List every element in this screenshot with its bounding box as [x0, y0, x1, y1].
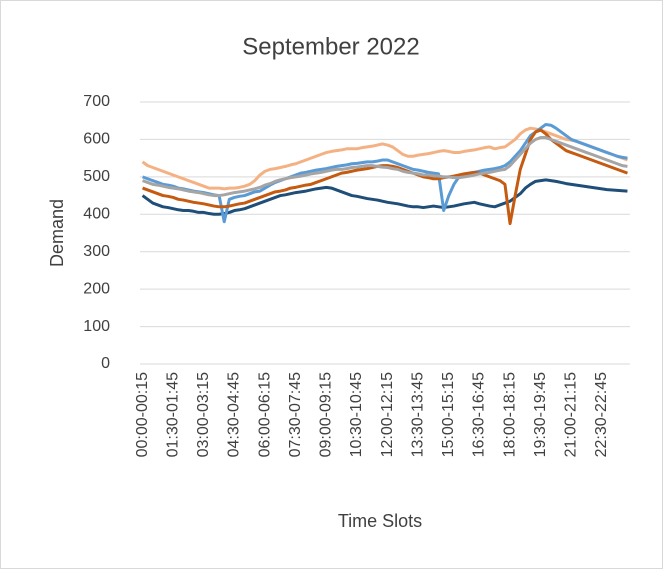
x-tick-label: 07:30-07:45 [287, 372, 304, 458]
y-tick-label: 400 [83, 206, 110, 223]
y-tick-label: 100 [83, 318, 110, 335]
x-tick-label: 18:00-18:15 [501, 372, 518, 458]
x-tick-label: 04:30-04:45 [226, 372, 243, 458]
x-tick-label: 16:30-16:45 [471, 372, 488, 458]
y-tick-label: 600 [83, 131, 110, 148]
y-tick-label: 500 [83, 168, 110, 185]
y-tick-label: 200 [83, 280, 110, 297]
series-line [142, 122, 628, 224]
x-tick-label: 22:30-22:45 [593, 372, 610, 458]
x-tick-label: 21:00-21:15 [563, 372, 580, 458]
x-tick-label: 00:00-00:15 [134, 372, 151, 458]
x-tick-label: 09:00-09:15 [318, 372, 335, 458]
x-tick-label: 15:00-15:15 [440, 372, 457, 458]
series-line [141, 126, 628, 191]
x-tick-label: 03:00-03:15 [195, 372, 212, 458]
y-tick-label: 0 [101, 355, 110, 372]
x-axis-title: Time Slots [338, 511, 422, 531]
series-line [142, 128, 628, 226]
chart-title: September 2022 [242, 33, 419, 60]
y-tick-label: 700 [83, 93, 110, 110]
x-tick-label: 01:30-01:45 [164, 372, 181, 458]
y-axis-title: Demand [47, 199, 67, 267]
y-tick-label: 300 [83, 243, 110, 260]
x-tick-label: 12:00-12:15 [379, 372, 396, 458]
x-tick-label: 10:30-10:45 [348, 372, 365, 458]
x-tick-label: 19:30-19:45 [532, 372, 549, 458]
series-line [142, 136, 628, 198]
x-tick-label: 06:00-06:15 [256, 372, 273, 458]
x-tick-label: 13:30-13:45 [409, 372, 426, 458]
